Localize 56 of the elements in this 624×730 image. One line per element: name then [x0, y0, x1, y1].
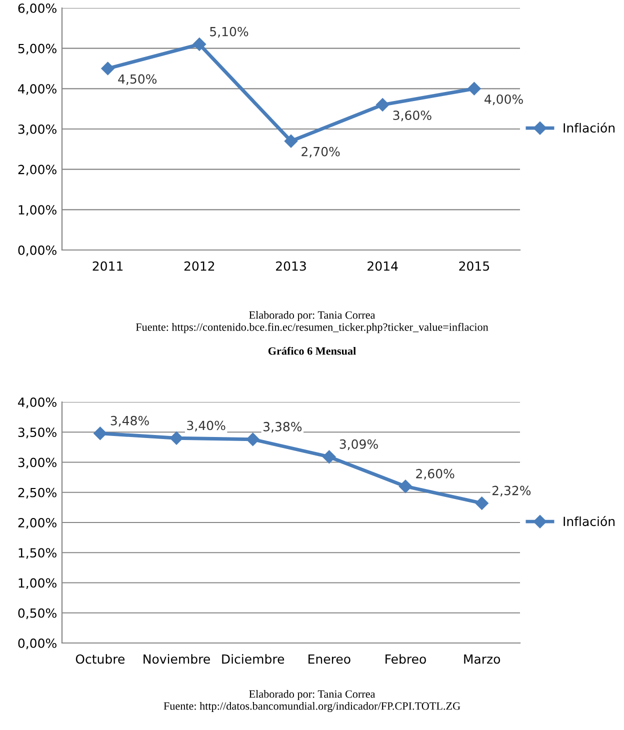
y-tick-label: 3,00%	[18, 124, 56, 136]
y-tick-label: 5,00%	[18, 44, 56, 55]
point	[376, 98, 390, 112]
legend-label: Inflación	[564, 516, 614, 526]
y-tick-label: 2,50%	[18, 488, 56, 499]
y-tick-label: 2,00%	[18, 518, 56, 529]
data-label: 2,32%	[492, 486, 531, 497]
data-label: 2,70%	[302, 146, 340, 158]
x-tick-label: Marzo	[464, 654, 500, 664]
point	[192, 38, 206, 51]
y-tick-label: 3,00%	[18, 458, 56, 468]
y-tick-label: 0,00%	[18, 638, 56, 650]
x-tick-label: 2013	[276, 261, 306, 271]
data-label: 4,50%	[118, 74, 157, 86]
point	[322, 450, 336, 464]
y-tick-label: 4,00%	[18, 397, 56, 408]
x-tick-label: Febreo	[386, 654, 426, 664]
y-tick-label: 6,00%	[18, 3, 56, 14]
data-label: 5,10%	[210, 26, 248, 38]
text: Elaborado por: Tania Correa	[249, 310, 376, 322]
x-tick-label: Noviembre	[144, 654, 210, 664]
y-tick-label: 3,50%	[18, 428, 56, 438]
y-tick-label: 1,50%	[18, 548, 56, 559]
point	[468, 82, 481, 96]
data-label: 3,60%	[393, 110, 432, 122]
data-label: 4,00%	[484, 94, 523, 106]
y-tick-label: 2,00%	[18, 164, 56, 176]
x-tick-label: Enereo	[308, 654, 350, 664]
data-label: 2,60%	[416, 468, 454, 480]
point	[101, 62, 114, 76]
x-tick-label: 2012	[184, 261, 214, 271]
y-tick-label: 4,00%	[18, 84, 56, 95]
source-note: Fuente: http://datos.bancomundial.org/indicador/FP.CPI.TOTL.ZG	[164, 702, 460, 712]
text: Elaborado por: Tania Correa	[249, 690, 376, 700]
y-tick-label: 1,00%	[18, 205, 56, 216]
chart-title: Gráfico 6 Mensual	[268, 346, 356, 355]
point	[475, 496, 488, 510]
x-tick-label: Diciembre	[222, 654, 284, 664]
point	[94, 426, 107, 440]
point	[284, 134, 298, 148]
x-tick-label: 2014	[368, 261, 398, 271]
data-label: 3,40%	[187, 420, 226, 432]
x-tick-label: 2011	[92, 261, 123, 271]
point	[246, 432, 260, 446]
source-note: Fuente: https://contenido.bce.fin.ec/resumen_ticker.php?ticker_value=inflacion	[136, 322, 488, 334]
y-tick-label: 1,00%	[18, 578, 56, 589]
point	[398, 480, 412, 493]
y-tick-label: 0,50%	[18, 608, 56, 620]
x-tick-label: 2015	[459, 261, 490, 271]
legend-label: Inflación	[564, 122, 614, 133]
data-label: 3,48%	[110, 416, 149, 427]
data-label: 3,38%	[264, 422, 302, 433]
x-tick-label: Octubre	[76, 654, 125, 664]
data-label: 3,09%	[340, 439, 378, 450]
y-tick-label: 0,00%	[18, 245, 56, 256]
point	[170, 432, 184, 445]
